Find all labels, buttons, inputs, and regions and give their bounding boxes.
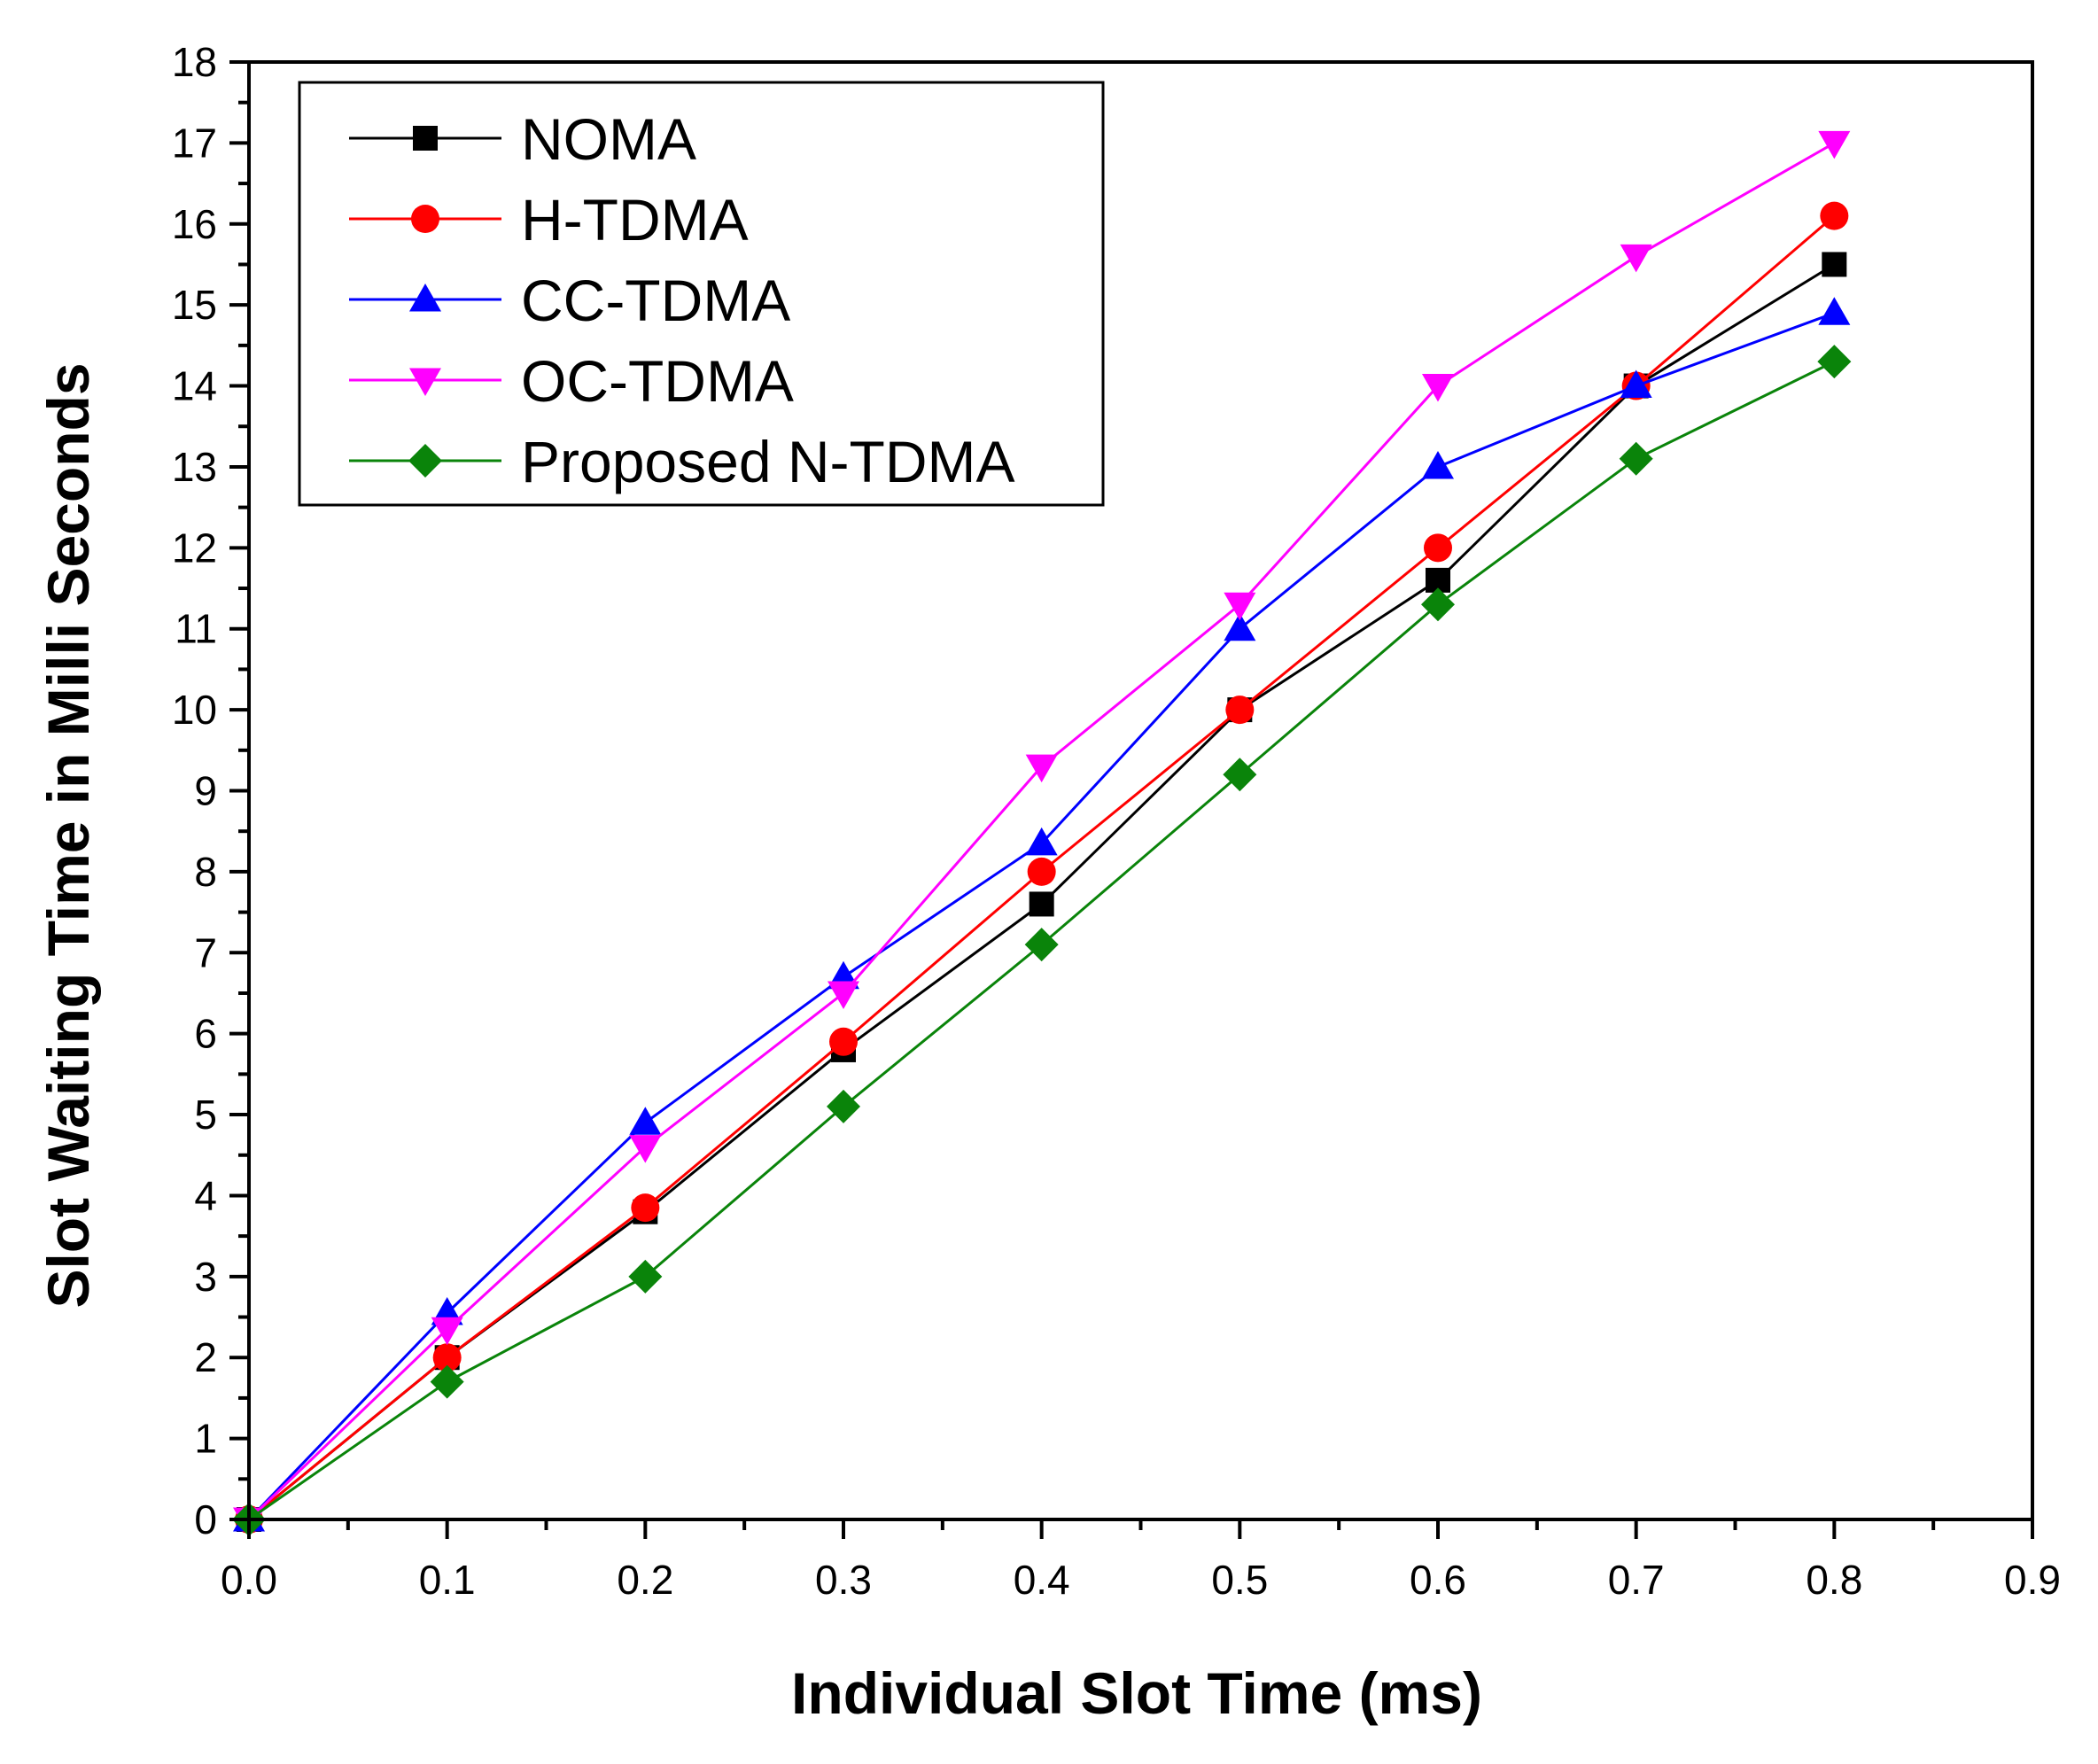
- y-axis-title: Slot Waiting Time in Milli Seconds: [35, 362, 101, 1308]
- legend-marker: [413, 126, 438, 151]
- y-tick-label: 7: [194, 929, 217, 975]
- legend-label: CC-TDMA: [521, 268, 790, 333]
- legend-entry: H-TDMA: [349, 187, 749, 253]
- data-point: [827, 1089, 860, 1123]
- data-point: [1422, 374, 1454, 402]
- data-point: [430, 1364, 464, 1399]
- data-point: [1620, 244, 1652, 273]
- data-point: [828, 981, 859, 1009]
- data-point: [1224, 612, 1256, 641]
- y-tick-label: 2: [194, 1334, 217, 1380]
- y-tick-label: 0: [194, 1496, 217, 1543]
- axes: 0.0 0.1 0.2 0.3 0.4 0.5 0.6 0.7 0.8 0.90123456789…: [172, 39, 2061, 1603]
- data-point: [432, 1343, 462, 1372]
- legend-entry: Proposed N-TDMA: [349, 429, 1015, 494]
- data-point: [1818, 297, 1851, 325]
- y-tick-label: 10: [172, 687, 217, 733]
- data-point: [1817, 345, 1852, 379]
- legend-marker: [409, 284, 441, 312]
- legend-marker: [409, 368, 441, 396]
- data-point: [628, 1259, 663, 1294]
- data-point: [1619, 441, 1653, 476]
- y-tick-label: 6: [194, 1011, 217, 1057]
- data-point: [1027, 857, 1056, 886]
- legend: NOMA H-TDMA CC-TDMA OC-TDMA Proposed N-TDMA: [298, 81, 1105, 507]
- data-point: [1024, 928, 1059, 962]
- y-tick-label: 3: [194, 1254, 217, 1300]
- legend-marker: [411, 205, 439, 233]
- y-tick-label: 12: [172, 525, 217, 571]
- legend-entry: OC-TDMA: [349, 348, 794, 414]
- data-point: [829, 1027, 858, 1056]
- x-tick-label: 0.7: [1608, 1557, 1665, 1603]
- x-tick-label: 0.0: [221, 1557, 277, 1603]
- y-tick-label: 18: [172, 39, 217, 85]
- data-point: [1223, 758, 1257, 792]
- legend-marker: [408, 444, 442, 478]
- y-tick-label: 16: [172, 201, 217, 247]
- data-point: [1225, 695, 1255, 725]
- legend-label: Proposed N-TDMA: [521, 429, 1015, 494]
- series-oc-tdma: [233, 130, 1851, 1535]
- legend-entry: NOMA: [349, 106, 696, 172]
- legend-label: OC-TDMA: [521, 348, 794, 414]
- y-tick-label: 13: [172, 444, 217, 490]
- plot-series: [232, 130, 1852, 1536]
- data-point: [1820, 201, 1849, 230]
- legend-entry: CC-TDMA: [349, 268, 790, 333]
- y-tick-label: 15: [172, 282, 217, 328]
- y-tick-label: 1: [194, 1416, 217, 1462]
- x-tick-label: 0.1: [419, 1557, 476, 1603]
- y-tick-label: 14: [172, 363, 217, 409]
- y-tick-label: 9: [194, 768, 217, 814]
- data-point: [1822, 252, 1847, 277]
- x-tick-label: 0.3: [815, 1557, 872, 1603]
- y-tick-label: 8: [194, 849, 217, 895]
- data-point: [1422, 450, 1454, 479]
- x-tick-label: 0.8: [1806, 1557, 1862, 1603]
- data-point: [1818, 130, 1851, 159]
- y-tick-label: 17: [172, 120, 217, 166]
- legend-label: H-TDMA: [521, 187, 749, 253]
- data-point: [629, 1107, 662, 1135]
- data-point: [1029, 891, 1054, 917]
- data-point: [431, 1317, 463, 1346]
- data-point: [1620, 369, 1652, 399]
- x-tick-label: 0.4: [1014, 1557, 1070, 1603]
- data-point: [1421, 587, 1455, 622]
- x-tick-label: 0.2: [617, 1557, 673, 1603]
- data-point: [1025, 754, 1058, 783]
- x-axis-title: Individual Slot Time (ms): [791, 1660, 1482, 1726]
- data-point: [1424, 533, 1452, 563]
- y-tick-label: 11: [175, 606, 217, 652]
- legend-label: NOMA: [521, 106, 696, 172]
- y-tick-label: 5: [194, 1092, 217, 1138]
- legend-box: [298, 81, 1105, 507]
- x-tick-label: 0.5: [1211, 1557, 1268, 1603]
- data-point: [1224, 592, 1256, 621]
- x-tick-label: 0.9: [2004, 1557, 2061, 1603]
- data-point: [1025, 827, 1058, 856]
- y-tick-label: 4: [194, 1172, 217, 1218]
- x-tick-label: 0.6: [1410, 1557, 1466, 1603]
- data-point: [629, 1135, 662, 1163]
- data-point: [631, 1193, 660, 1223]
